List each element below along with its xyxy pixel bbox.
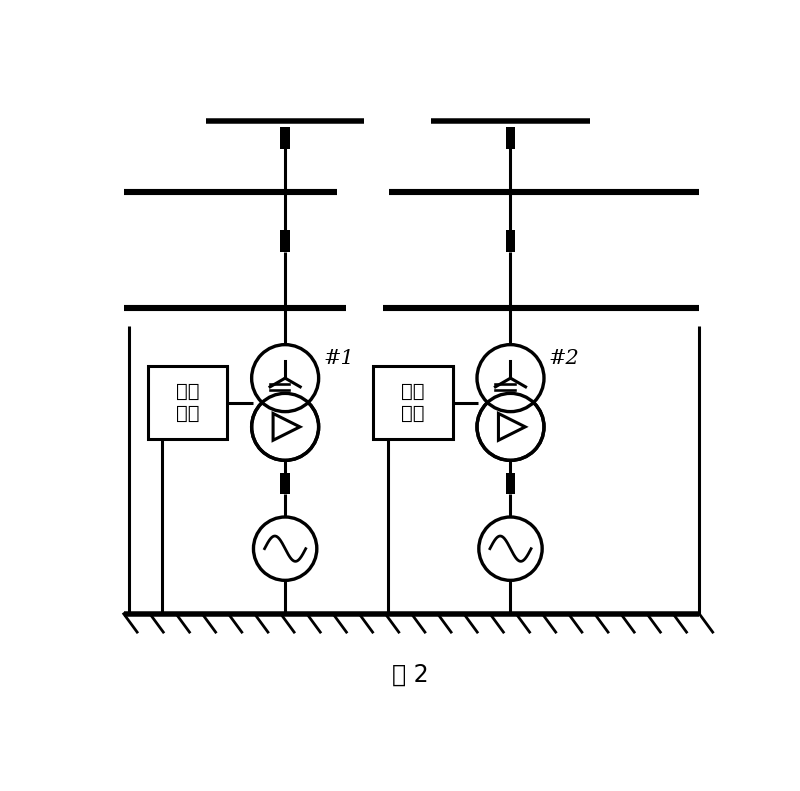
Circle shape <box>479 517 542 581</box>
Bar <box>280 127 290 149</box>
Text: #2: #2 <box>549 349 580 368</box>
Text: #1: #1 <box>323 349 354 368</box>
Bar <box>374 366 453 439</box>
Bar <box>506 127 515 149</box>
Bar <box>506 472 515 494</box>
Bar <box>280 230 290 252</box>
Text: 电位
补偿: 电位 补偿 <box>402 382 425 423</box>
Circle shape <box>252 345 318 411</box>
Bar <box>148 366 227 439</box>
Circle shape <box>477 345 544 411</box>
Circle shape <box>254 517 317 581</box>
Circle shape <box>477 393 544 460</box>
Bar <box>280 472 290 494</box>
Text: 图 2: 图 2 <box>392 663 428 687</box>
Bar <box>506 230 515 252</box>
Text: 电位
补偿: 电位 补偿 <box>176 382 199 423</box>
Circle shape <box>252 393 318 460</box>
